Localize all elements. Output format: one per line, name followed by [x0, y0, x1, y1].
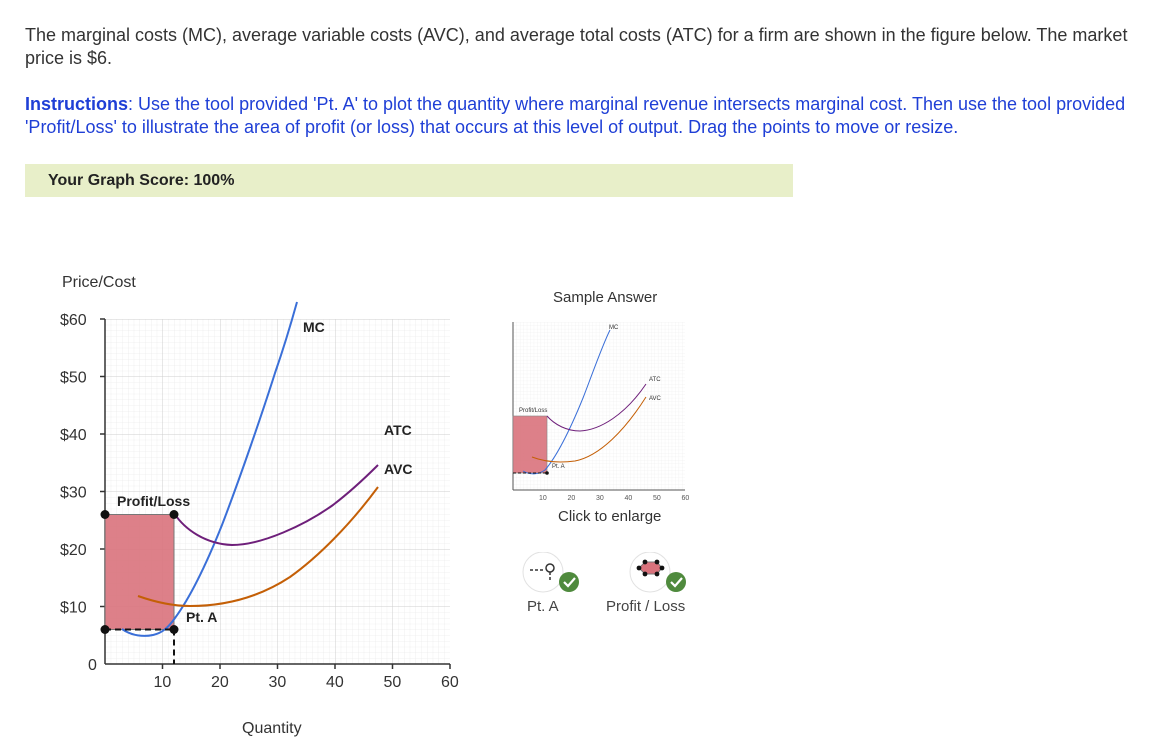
pt-a-tool-icon: [522, 551, 579, 593]
sample-x-tick-label: 50: [653, 495, 661, 502]
mc-label: MC: [303, 319, 325, 335]
pt-a-check-icon: [559, 572, 579, 592]
main-graph[interactable]: $60 $50 $40 $30 $20 $10 0 10 20 30 40 50 60 Price/C…: [60, 274, 459, 737]
avc-label: AVC: [384, 461, 413, 477]
y-tick-label: $40: [60, 427, 87, 444]
profit-loss-label: Profit/Loss: [117, 493, 190, 509]
instructions-label: Instructions: [25, 94, 129, 114]
y-tick-label: $30: [60, 485, 87, 502]
sample-mc-label: MC: [609, 325, 619, 331]
sample-x-tick-label: 40: [625, 495, 633, 502]
atc-curve: [173, 464, 379, 547]
mc-curve: [121, 301, 298, 637]
x-tick-label: 40: [326, 674, 344, 691]
profit-loss-handle-top-right[interactable]: [169, 510, 179, 519]
sample-atc-curve: [546, 383, 647, 432]
sample-x-tick-label: 30: [596, 495, 604, 502]
sample-profit-loss-label: Profit/Loss: [519, 408, 547, 414]
sample-x-tick-label: 10: [539, 495, 547, 502]
sample-avc-label: AVC: [649, 396, 662, 402]
pt-a-tool-label: Pt. A: [527, 598, 559, 615]
sample-answer-thumbnail[interactable]: MC ATC AVC Profit/Loss Pt. A 10 20 30 40 50 6…: [512, 322, 689, 502]
y-axis-ticks: $60 $50 $40 $30 $20 $10 0: [60, 312, 105, 674]
y-tick-label: $60: [60, 312, 87, 329]
sample-x-tick-label: 20: [568, 495, 576, 502]
x-tick-label: 50: [384, 674, 402, 691]
y-tick-label: 0: [88, 657, 97, 674]
profit-loss-check-icon: [666, 572, 686, 592]
x-tick-label: 20: [211, 674, 229, 691]
pt-a-point[interactable]: [169, 625, 179, 634]
x-tick-label: 10: [154, 674, 172, 691]
x-tick-label: 30: [269, 674, 287, 691]
profit-loss-area[interactable]: [104, 514, 175, 630]
pt-a-label: Pt. A: [186, 609, 217, 625]
x-tick-label: 60: [441, 674, 459, 691]
x-axis-ticks: 10 20 30 40 50 60: [154, 664, 459, 691]
question-text: The marginal costs (MC), average variabl…: [25, 25, 1128, 68]
profit-loss-handle-bottom-left[interactable]: [100, 625, 110, 634]
avc-curve: [137, 486, 379, 608]
score-text: Your Graph Score: 100%: [48, 172, 235, 189]
profit-loss-tool-icon: [629, 551, 686, 593]
pt-a-tool[interactable]: [522, 551, 582, 594]
y-tick-label: $10: [60, 600, 87, 617]
sample-atc-label: ATC: [649, 377, 661, 383]
sample-pt-a-point: [545, 471, 549, 475]
sample-mc-curve: [522, 329, 611, 475]
score-bar: Your Graph Score: 100%: [25, 164, 793, 197]
sample-profit-loss-area: [512, 415, 548, 474]
sample-pt-a-label: Pt. A: [552, 464, 565, 470]
sample-x-ticks: 10 20 30 40 50 60: [539, 495, 689, 502]
x-axis-title: Quantity: [242, 720, 302, 737]
instructions-text: Instructions: Use the tool provided 'Pt.…: [25, 93, 1155, 139]
profit-loss-handle-top-left[interactable]: [100, 510, 110, 519]
click-to-enlarge-link[interactable]: Click to enlarge: [558, 508, 662, 525]
sample-x-tick-label: 60: [682, 495, 690, 502]
y-axis-title: Price/Cost: [62, 274, 136, 291]
profit-loss-tool-label: Profit / Loss: [606, 598, 686, 615]
instructions-body: : Use the tool provided 'Pt. A' to plot …: [25, 94, 1126, 137]
y-tick-label: $50: [60, 370, 87, 387]
y-tick-label: $20: [60, 542, 87, 559]
profit-loss-tool[interactable]: [625, 551, 689, 594]
atc-label: ATC: [384, 422, 412, 438]
sample-avc-curve: [531, 396, 647, 463]
sample-answer-title: Sample Answer: [553, 289, 658, 306]
